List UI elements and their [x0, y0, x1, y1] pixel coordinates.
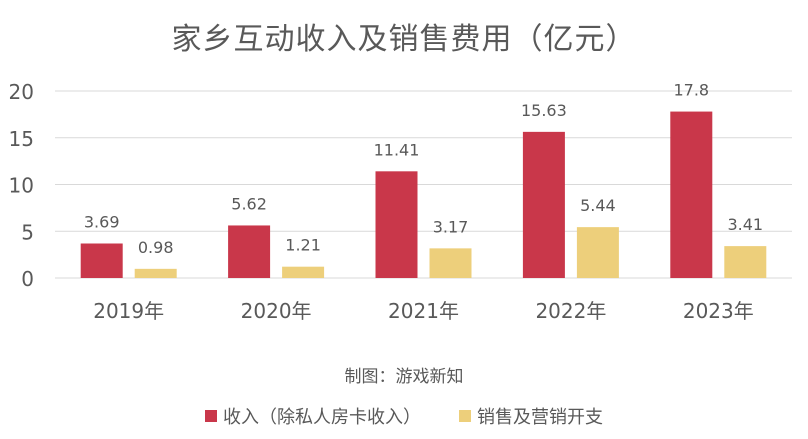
y-tick-label: 10	[9, 174, 34, 198]
x-tick-label: 2021年	[388, 299, 459, 323]
chart-credit: 制图：游戏新知	[344, 367, 464, 387]
data-label: 1.21	[285, 236, 321, 255]
legend-swatch-marketing	[459, 410, 471, 422]
data-label: 17.8	[673, 81, 709, 100]
bar	[724, 246, 767, 278]
bars	[80, 111, 767, 278]
bar	[576, 227, 619, 278]
chart-plot: 0 5 10 15 20 3.69 0.98 5.62 1.21 11.41 3.17 15.63 5…	[9, 80, 792, 323]
bar	[375, 171, 418, 278]
legend-item-marketing: 销售及营销开支	[459, 403, 603, 429]
x-tick-label: 2023年	[683, 299, 754, 323]
x-tick-label: 2022年	[535, 299, 606, 323]
data-labels: 3.69 0.98 5.62 1.21 11.41 3.17 15.63 5.44 17.8 3.…	[84, 81, 763, 257]
data-label: 15.63	[521, 101, 567, 120]
data-label: 5.62	[231, 194, 267, 213]
data-label: 3.69	[84, 212, 120, 231]
y-axis-ticks: 0 5 10 15 20	[9, 80, 34, 291]
gridlines	[55, 90, 792, 279]
bar	[282, 266, 325, 278]
legend-label-revenue: 收入（除私人房卡收入）	[223, 407, 421, 428]
legend-label-marketing: 销售及营销开支	[477, 407, 603, 428]
chart-title: 家乡互动收入及销售费用（亿元）	[171, 22, 637, 57]
data-label: 11.41	[374, 140, 420, 159]
legend-swatch-revenue	[205, 410, 217, 422]
x-tick-label: 2020年	[241, 299, 312, 323]
data-label: 0.98	[138, 238, 174, 257]
x-tick-label: 2019年	[93, 299, 164, 323]
x-axis-ticks: 2019年 2020年 2021年 2022年 2023年	[93, 299, 754, 323]
data-label: 3.41	[727, 215, 763, 234]
data-label: 5.44	[580, 196, 616, 215]
bar	[670, 111, 713, 278]
y-tick-label: 0	[21, 267, 34, 291]
bar	[228, 225, 271, 278]
data-label: 3.17	[433, 217, 469, 236]
y-tick-label: 15	[9, 127, 34, 151]
legend-item-revenue: 收入（除私人房卡收入）	[205, 403, 421, 429]
y-tick-label: 20	[9, 80, 34, 104]
bar	[429, 248, 472, 278]
bar	[80, 243, 123, 278]
bar	[134, 268, 177, 278]
bar	[522, 131, 565, 278]
legend: 收入（除私人房卡收入） 销售及营销开支	[0, 403, 808, 429]
y-tick-label: 5	[21, 220, 34, 244]
